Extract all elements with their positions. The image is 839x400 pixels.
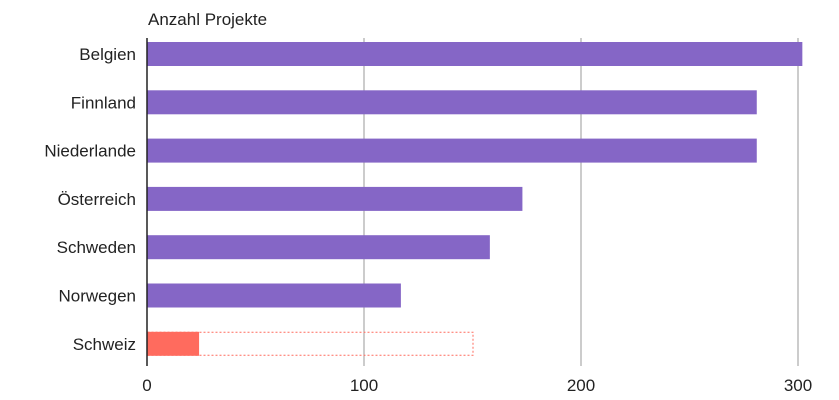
bar-norwegen bbox=[147, 283, 401, 308]
x-tick-label: 200 bbox=[567, 376, 595, 395]
bar-schweden bbox=[147, 235, 490, 260]
bars bbox=[147, 42, 803, 356]
axis-title: Anzahl Projekte bbox=[148, 10, 267, 29]
x-tick-label: 100 bbox=[350, 376, 378, 395]
category-label: Finnland bbox=[71, 93, 136, 112]
tick-labels: 0 100 200 300 bbox=[142, 376, 812, 395]
category-label: Niederlande bbox=[44, 142, 136, 161]
bar-niederlande bbox=[147, 138, 757, 163]
category-labels: Belgien Finnland Niederlande Österreich Schw… bbox=[44, 45, 136, 354]
bar-schweiz bbox=[147, 331, 200, 356]
category-label: Österreich bbox=[58, 190, 136, 209]
category-label: Schweden bbox=[57, 238, 136, 257]
bar-finnland bbox=[147, 90, 757, 115]
x-tick-label: 0 bbox=[142, 376, 151, 395]
category-label: Schweiz bbox=[73, 335, 136, 354]
category-label: Norwegen bbox=[59, 287, 137, 306]
x-tick-label: 300 bbox=[784, 376, 812, 395]
bar-belgien bbox=[147, 42, 803, 66]
bar-österreich bbox=[147, 186, 523, 211]
category-label: Belgien bbox=[79, 45, 136, 64]
